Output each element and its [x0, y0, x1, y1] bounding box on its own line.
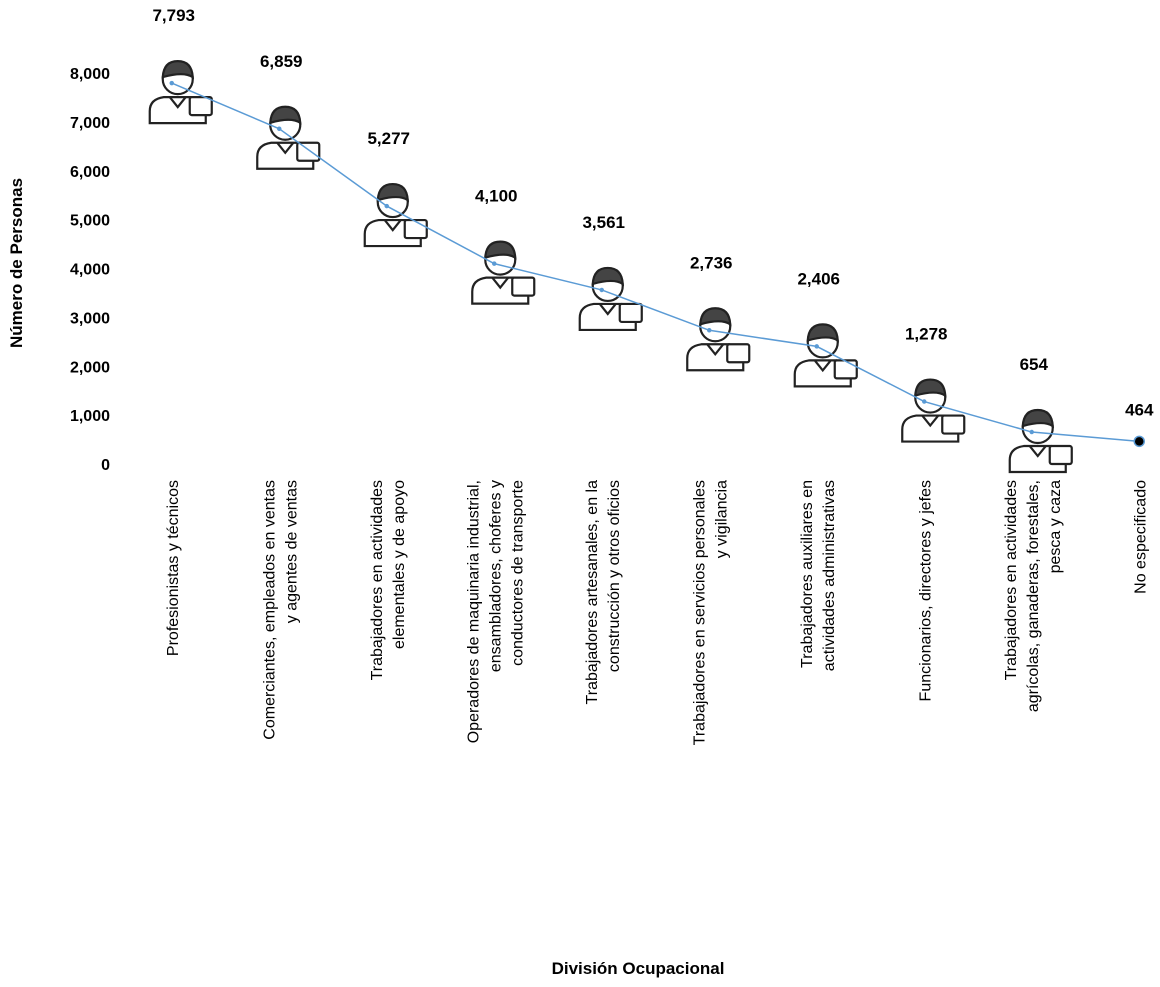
data-point	[814, 344, 819, 349]
x-tick-label: Trabajadores auxiliares en actividades ad…	[799, 480, 838, 671]
worker-icon	[686, 307, 751, 372]
icon-tool	[1048, 444, 1073, 466]
value-label: 3,561	[582, 213, 625, 232]
value-label: 5,277	[367, 129, 410, 148]
y-tick-label: 1,000	[70, 408, 110, 425]
icon-tool	[296, 141, 321, 162]
icon-collar	[383, 219, 402, 232]
y-tick-label: 8,000	[70, 66, 110, 83]
icon-tool	[941, 414, 966, 435]
y-tick-label: 0	[101, 457, 110, 474]
icon-hair	[914, 378, 947, 398]
icon-collar	[813, 359, 832, 373]
icon-hair	[161, 60, 194, 80]
x-tick-label: Trabajadores en actividades agrícolas, ga…	[1003, 480, 1064, 712]
data-point	[1029, 429, 1034, 435]
x-tick-label: Profesionistas y técnicos	[165, 480, 182, 656]
icon-tool	[188, 96, 213, 117]
y-tick-label: 4,000	[70, 262, 110, 279]
icon-hair	[376, 182, 409, 203]
x-tick-label: Operadores de maquinaria industrial, ensa…	[465, 480, 526, 743]
value-label: 464	[1125, 400, 1154, 419]
x-tick-label: No especificado	[1132, 480, 1149, 594]
data-point	[922, 399, 927, 404]
icon-hair	[484, 240, 517, 260]
x-axis-title: División Ocupacional	[552, 959, 725, 978]
worker-icon	[1008, 408, 1073, 474]
y-tick-label: 7,000	[70, 115, 110, 132]
icon-tool	[726, 343, 751, 364]
y-tick-label: 6,000	[70, 164, 110, 181]
icon-collar	[706, 343, 725, 357]
worker-icon	[148, 60, 213, 125]
data-point	[384, 203, 389, 209]
y-axis-title: Número de Personas	[7, 178, 26, 348]
value-label: 2,736	[690, 253, 733, 272]
icon-collar	[1028, 445, 1047, 458]
icon-hair	[806, 323, 839, 343]
value-label: 654	[1020, 355, 1049, 374]
value-label: 2,406	[797, 269, 840, 288]
worker-icon	[471, 240, 536, 305]
icon-tool	[618, 302, 643, 324]
x-tick-label: Comerciantes, empleados en ventas y agent…	[261, 480, 300, 740]
icon-hair	[269, 105, 302, 125]
x-tick-label: Funcionarios, directores y jefes	[917, 480, 934, 701]
y-tick-label: 5,000	[70, 213, 110, 230]
icon-hair	[591, 266, 624, 287]
data-point	[707, 328, 712, 333]
worker-icon	[901, 378, 966, 443]
data-point	[277, 126, 282, 132]
data-point	[599, 287, 604, 293]
line	[171, 82, 1140, 443]
value-label: 4,100	[475, 187, 518, 206]
value-label: 6,859	[260, 52, 303, 71]
icon-collar	[276, 142, 295, 155]
icon-hair	[1021, 408, 1054, 429]
icon-tool	[511, 276, 536, 297]
worker-icon	[256, 105, 321, 170]
icon-hair	[699, 307, 732, 327]
data-point	[169, 80, 174, 86]
data-point	[1133, 435, 1145, 448]
icon-collar	[491, 276, 510, 290]
value-label: 1,278	[905, 325, 948, 344]
icon-tool	[403, 218, 428, 240]
data-point	[492, 261, 497, 266]
y-tick-label: 2,000	[70, 359, 110, 376]
y-tick-label: 3,000	[70, 310, 110, 327]
icon-collar	[168, 96, 187, 109]
worker-icon	[793, 323, 858, 388]
value-label: 7,793	[152, 6, 195, 25]
x-tick-label: Trabajadores artesanales, en la construcc…	[584, 480, 623, 705]
x-tick-label: Trabajadores en servicios personales y vi…	[691, 480, 730, 745]
icon-collar	[921, 414, 940, 428]
icon-collar	[598, 303, 617, 316]
x-tick-label: Trabajadores en actividades elementales y…	[369, 480, 408, 681]
icon-tool	[833, 359, 858, 380]
worker-icon	[363, 182, 428, 248]
worker-icon	[578, 266, 643, 332]
